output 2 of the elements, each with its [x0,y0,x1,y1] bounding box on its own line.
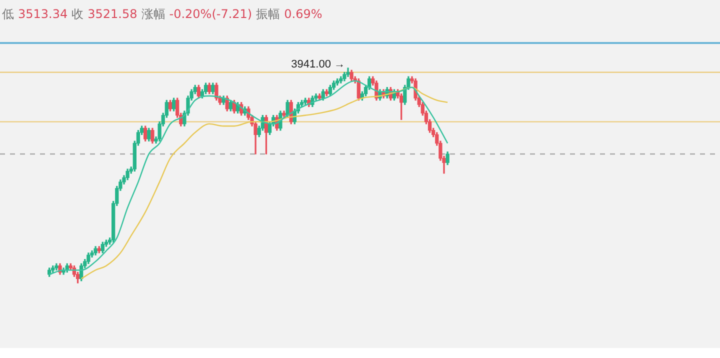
text: 低 3513.34 收 3521.58 涨幅 -0.20%(-7.21) 振幅 0.69% [2,7,322,21]
annotation: 3941.00 → [291,58,345,71]
